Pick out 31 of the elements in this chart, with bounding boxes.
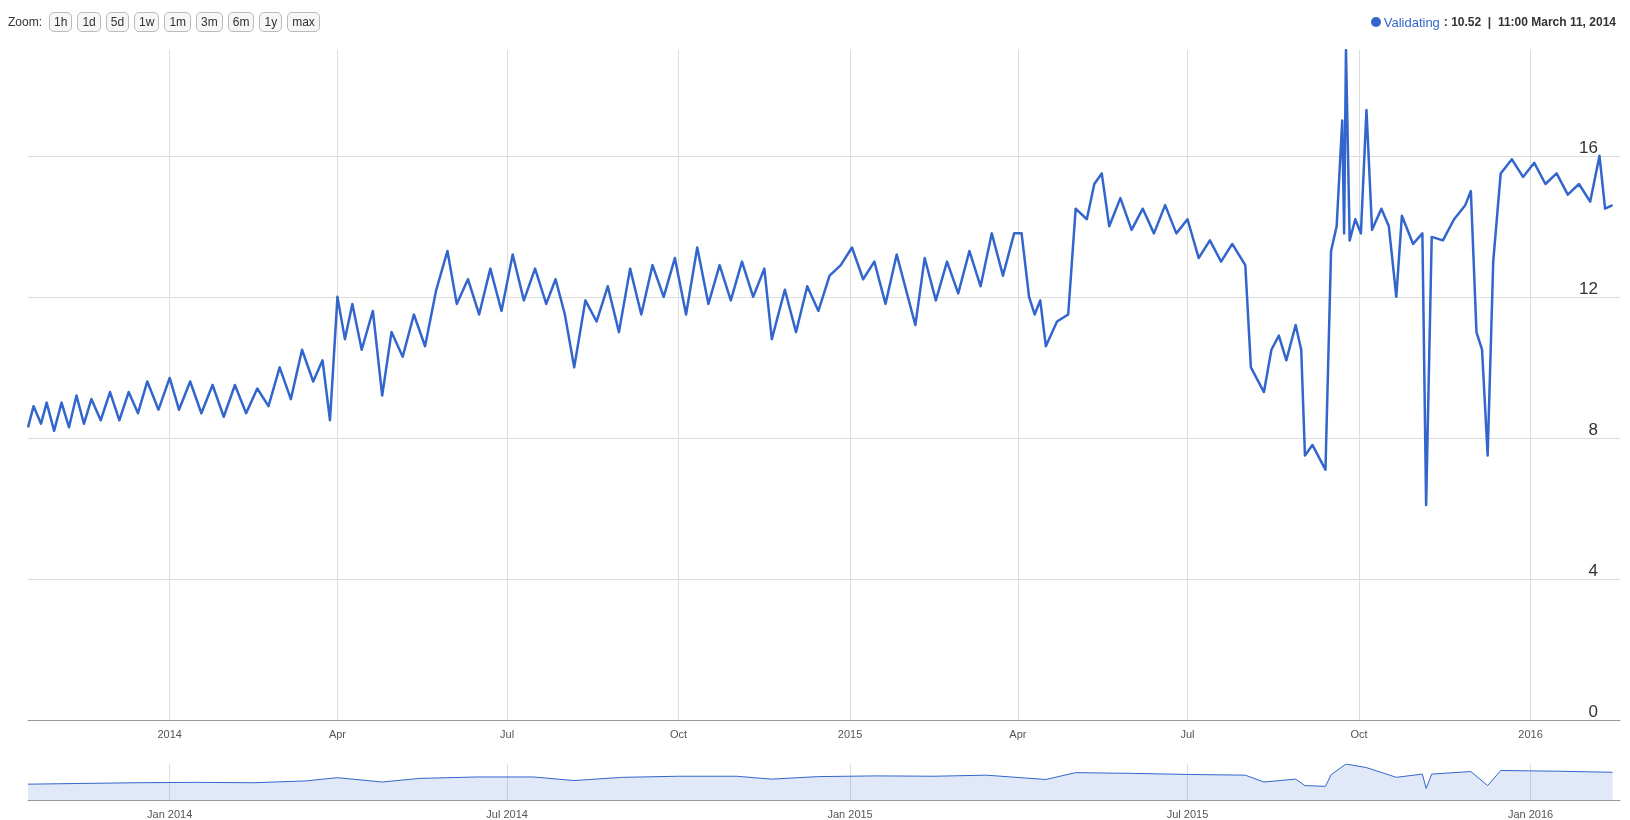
text: 3m: [196, 12, 223, 32]
y-tick-label: 8: [1588, 419, 1598, 439]
text: : 10.52 | 11:00 March 11, 2014: [1443, 15, 1616, 29]
text: 1y: [259, 12, 283, 32]
text: Zoom:: [8, 15, 43, 29]
x-tick-label: 2014: [157, 727, 182, 740]
x-tick-label: Oct: [670, 727, 688, 740]
text: max: [287, 12, 320, 32]
text: 1d: [77, 12, 101, 32]
text: 1w: [134, 12, 160, 32]
x-tick-label: 2016: [1518, 727, 1543, 740]
y-tick-label: 4: [1588, 560, 1598, 580]
x-tick-label: Apr: [328, 727, 347, 740]
x-tick-label: Jan 2015: [827, 807, 873, 820]
text: 1h: [49, 12, 73, 32]
legend-label: Validating: [1383, 14, 1440, 30]
text: 1m: [164, 12, 192, 32]
x-tick-label: Apr: [1009, 727, 1027, 740]
x-tick-label: Jul 2015: [1166, 807, 1209, 820]
y-tick-label: 12: [1579, 278, 1598, 298]
x-tick-label: Jul: [1180, 727, 1195, 740]
x-tick-label: Jul: [500, 727, 515, 740]
x-tick-label: Jul 2014: [486, 807, 528, 820]
text: 5d: [105, 12, 130, 32]
text: 6m: [227, 12, 255, 32]
x-tick-label: Jan 2016: [1507, 807, 1554, 820]
y-tick-label: 0: [1588, 702, 1598, 721]
x-tick-label: Oct: [1350, 727, 1368, 740]
y-tick-label: 16: [1579, 137, 1598, 157]
x-tick-label: Jan 2014: [147, 807, 193, 820]
x-tick-label: 2015: [837, 727, 863, 740]
